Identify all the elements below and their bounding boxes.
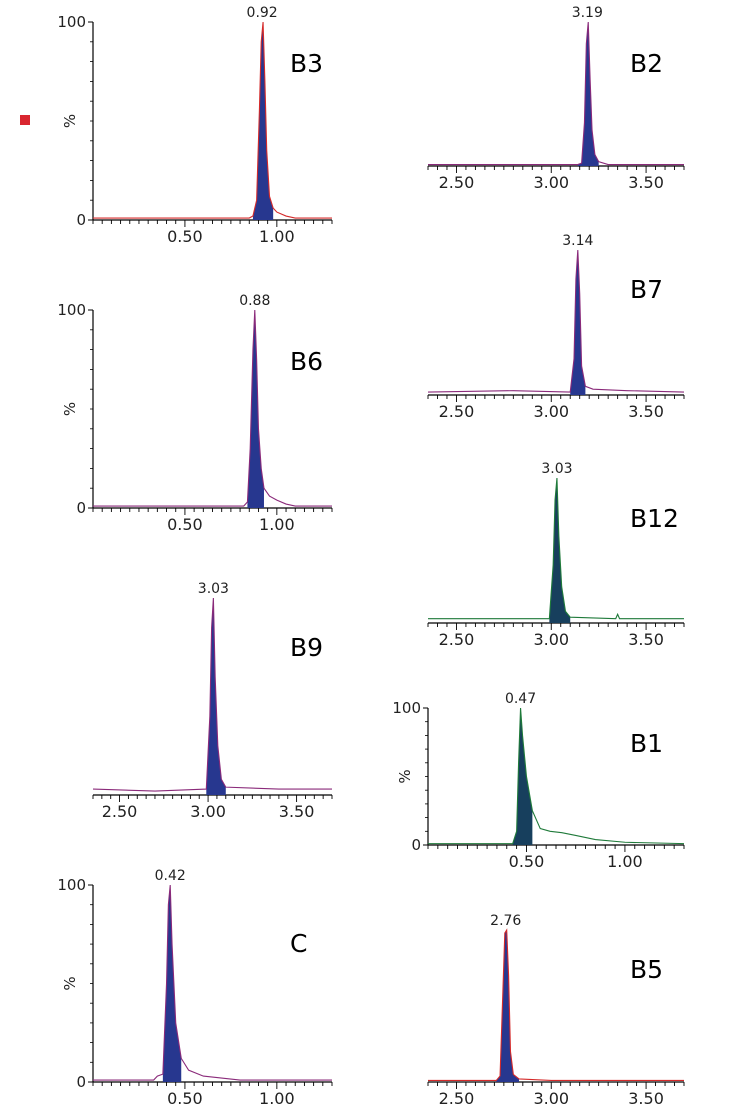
y-tick-label: 0 <box>411 836 421 854</box>
x-tick-label: 3.00 <box>533 1089 569 1108</box>
sample-label: C <box>290 929 307 958</box>
red-square-marker <box>20 115 30 125</box>
x-tick-label: 3.00 <box>533 630 569 649</box>
x-tick-label: 3.50 <box>628 630 664 649</box>
y-tick-label: 0 <box>76 1073 86 1091</box>
y-axis-label: % <box>61 114 79 128</box>
y-tick-label: 0 <box>76 499 86 517</box>
chromatogram-trace <box>428 928 684 1082</box>
peak-rt-label: 0.92 <box>247 5 278 21</box>
chromatogram-trace <box>93 884 332 1081</box>
peak-fill <box>577 22 599 166</box>
chromatogram-trace <box>93 309 332 507</box>
x-tick-label: 0.50 <box>167 1089 203 1108</box>
chromatogram-b2: 2.50 3.00 3.50 3.19 B2 <box>427 5 685 192</box>
x-tick-label: 0.50 <box>167 515 203 534</box>
peak-fill <box>496 930 520 1082</box>
y-axis-label: % <box>396 769 414 783</box>
x-tick-label: 2.50 <box>102 802 138 821</box>
peak-rt-label: 3.19 <box>572 5 603 21</box>
chromatogram-b5: 2.50 3.00 3.50 2.76 B5 <box>427 913 685 1108</box>
y-tick-label: 100 <box>57 301 86 319</box>
chromatogram-trace <box>93 21 332 219</box>
x-tick-label: 1.00 <box>259 227 295 246</box>
x-tick-label: 2.50 <box>439 1089 475 1108</box>
chromatogram-b3: 100 0% 0.50 1.00 0.92 B3 <box>57 5 333 246</box>
y-tick-label: 0 <box>76 211 86 229</box>
peak-rt-label: 0.47 <box>505 691 536 707</box>
x-tick-label: 3.50 <box>628 402 664 421</box>
peak-rt-label: 0.88 <box>239 293 270 309</box>
sample-label: B7 <box>630 275 663 304</box>
peak-fill <box>206 598 226 795</box>
peak-rt-label: 3.14 <box>562 233 593 249</box>
chromatogram-trace <box>428 707 685 845</box>
sample-label: B3 <box>290 49 323 78</box>
chromatogram-trace <box>428 477 684 620</box>
x-tick-label: 3.00 <box>190 802 226 821</box>
x-tick-label: 3.50 <box>628 173 664 192</box>
y-tick-label: 100 <box>57 876 86 894</box>
x-tick-label: 3.50 <box>279 802 315 821</box>
chromatogram-b1: 100 0% 0.50 1.00 0.47 B1 <box>392 691 685 871</box>
x-tick-label: 3.00 <box>533 402 569 421</box>
peak-rt-label: 0.42 <box>155 868 186 884</box>
sample-label: B6 <box>290 347 323 376</box>
x-tick-label: 1.00 <box>607 852 643 871</box>
y-tick-label: 100 <box>392 699 421 717</box>
sample-label: B5 <box>630 955 663 984</box>
x-tick-label: 2.50 <box>439 630 475 649</box>
chromatogram-trace <box>92 597 332 792</box>
x-tick-label: 0.50 <box>167 227 203 246</box>
peak-fill <box>549 478 571 623</box>
sample-label: B9 <box>290 633 323 662</box>
peak-rt-label: 2.76 <box>490 913 521 929</box>
chromatogram-trace <box>428 21 684 166</box>
peak-fill <box>162 885 182 1082</box>
x-tick-label: 2.50 <box>439 402 475 421</box>
y-axis-label: % <box>61 976 79 990</box>
sample-label: B1 <box>630 729 663 758</box>
chromatogram-c: 100 0% 0.50 1.00 0.42 C <box>57 868 333 1108</box>
peak-fill <box>247 310 264 508</box>
chromatogram-b7: 2.50 3.00 3.50 3.14 B7 <box>427 233 685 421</box>
y-tick-label: 100 <box>57 13 86 31</box>
x-tick-label: 3.50 <box>628 1089 664 1108</box>
peak-rt-label: 3.03 <box>198 581 229 597</box>
chromatogram-b9: 2.50 3.00 3.50 3.03 B9 <box>92 581 333 821</box>
chromatogram-trace <box>427 249 685 393</box>
y-axis-label: % <box>61 402 79 416</box>
chromatogram-b6: 100 0% 0.50 1.00 0.88 B6 <box>57 293 333 534</box>
x-tick-label: 1.00 <box>259 515 295 534</box>
peak-fill <box>252 22 274 220</box>
x-tick-label: 0.50 <box>509 852 545 871</box>
x-tick-label: 2.50 <box>439 173 475 192</box>
x-tick-label: 3.00 <box>533 173 569 192</box>
sample-label: B2 <box>630 49 663 78</box>
sample-label: B12 <box>630 504 679 533</box>
peak-rt-label: 3.03 <box>541 461 572 477</box>
x-tick-label: 1.00 <box>259 1089 295 1108</box>
chromatogram-b12: 2.50 3.00 3.50 3.03 B12 <box>427 461 685 649</box>
